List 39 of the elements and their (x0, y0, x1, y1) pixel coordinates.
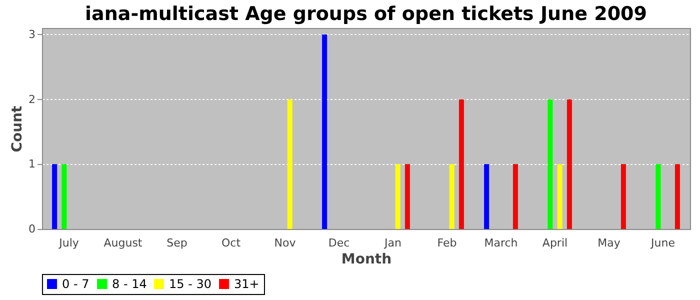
x-tick-label: June (650, 236, 676, 250)
bar (484, 164, 490, 229)
legend-label: 0 - 7 (62, 277, 90, 291)
x-tick-label: Jan (384, 236, 402, 250)
x-tick-label: May (598, 236, 621, 250)
bar (674, 164, 680, 229)
x-tick-label: August (104, 236, 143, 250)
y-tick-label: 3 (28, 28, 36, 41)
x-tick-label: Dec (328, 236, 350, 250)
x-axis-title: Month (341, 252, 392, 268)
x-tick-label: Feb (437, 236, 457, 250)
y-tick-label: 1 (28, 158, 36, 171)
bar (548, 99, 553, 229)
x-tick-label: Sep (166, 236, 188, 250)
chart-title: iana-multicast Age groups of open tickets June 2009 (85, 3, 647, 25)
bar (656, 164, 661, 229)
bar (557, 164, 562, 229)
bar (449, 164, 454, 229)
x-tick-label: Oct (221, 236, 242, 250)
bar (52, 164, 58, 229)
y-axis-title: Count (10, 105, 26, 152)
bar (287, 99, 292, 229)
bar (395, 164, 400, 229)
bar (620, 164, 626, 229)
legend-label: 15 - 30 (169, 277, 212, 291)
bar (566, 99, 572, 229)
x-tick-label: July (58, 236, 80, 250)
x-tick-label: April (542, 236, 568, 250)
bar (458, 99, 464, 229)
bar (322, 34, 328, 229)
bar (404, 164, 410, 229)
legend-label: 8 - 14 (112, 277, 147, 291)
bar (512, 164, 518, 229)
x-tick-label: March (484, 236, 518, 250)
bar (62, 164, 67, 229)
y-tick-label: 0 (28, 222, 36, 236)
x-tick-label: Nov (274, 236, 296, 250)
legend-label: 31+ (234, 277, 260, 291)
y-tick-label: 2 (28, 92, 36, 106)
